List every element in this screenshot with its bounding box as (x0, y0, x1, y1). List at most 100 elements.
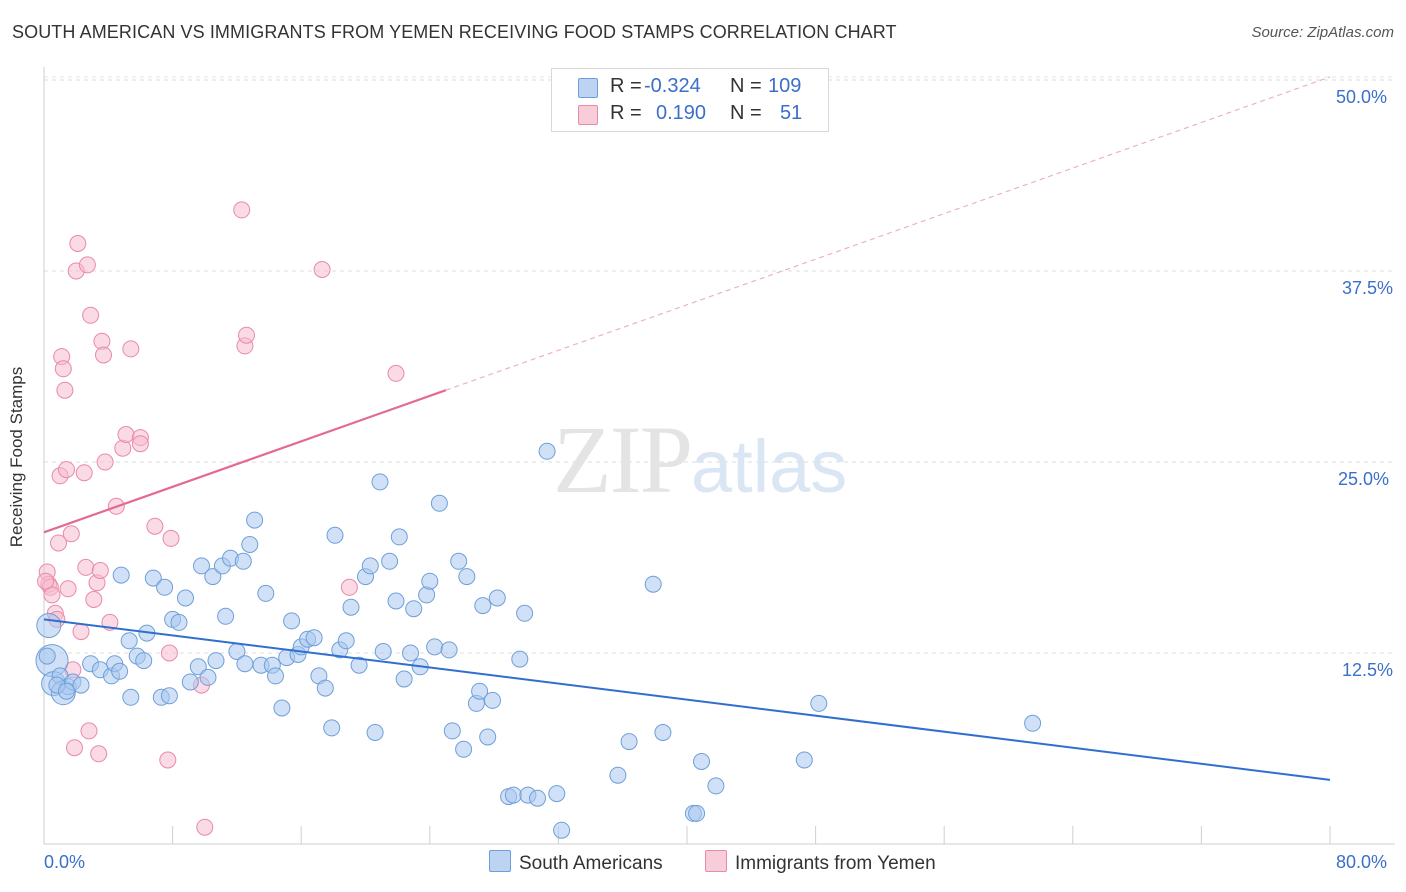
yemen-point (62, 525, 80, 543)
south-american-point (156, 578, 174, 596)
yemen-point (72, 623, 90, 641)
south-american-point (366, 724, 384, 741)
south-american-point (170, 613, 188, 631)
legend-r-value: -0.324 (644, 75, 701, 97)
yemen-point (58, 461, 75, 479)
yemen-point (387, 364, 405, 382)
south-american-point (426, 638, 444, 656)
south-american-point (479, 728, 497, 746)
south-american-point (455, 740, 473, 758)
bottom-legend-swatch-blue (489, 850, 511, 872)
south-american-point (204, 568, 222, 586)
south-american-point (474, 597, 492, 615)
legend-swatch-pink (578, 105, 598, 125)
south-american-point (234, 552, 252, 570)
south-american-point (323, 719, 341, 737)
south-american-point (371, 473, 389, 491)
yemen-point (54, 360, 72, 378)
south-american-point (471, 682, 489, 700)
south-american-point (38, 647, 56, 665)
south-american-point (135, 652, 153, 670)
bottom-legend-label: Immigrants from Yemen (735, 853, 936, 874)
south-american-point (241, 536, 259, 553)
yemen-point (159, 751, 177, 769)
south-american-point (810, 694, 828, 712)
south-american-point (144, 569, 162, 587)
south-american-point (529, 789, 546, 807)
yemen-trend-line-extrapolated (445, 76, 1331, 391)
y-tick-label: 50.0% (1336, 87, 1388, 107)
south-american-point (488, 589, 506, 607)
yemen-point (160, 644, 178, 662)
yemen-point (56, 381, 74, 399)
correlation-legend: R = -0.324 N = 109 R = 0.190 N = 51 (551, 68, 829, 132)
legend-n-label: N = (730, 102, 762, 124)
south-american-point (112, 566, 130, 584)
south-american-point (361, 557, 379, 575)
south-american-point (654, 724, 672, 741)
yemen-trend-line (43, 389, 447, 534)
watermark: ZIPatlas (553, 404, 847, 515)
south-american-point (181, 673, 199, 691)
yemen-point (78, 256, 96, 274)
south-american-point (609, 766, 627, 784)
south-american-point (177, 589, 194, 607)
south-american-point (193, 557, 210, 575)
south-american-point (120, 632, 138, 650)
south-american-point (381, 552, 399, 570)
south-american-point (111, 662, 129, 680)
y-tick-label: 12.5% (1342, 660, 1394, 680)
south-american-point (36, 613, 62, 638)
south-americans-trend-line (43, 618, 1331, 781)
south-american-point (443, 722, 461, 740)
south-american-point (374, 643, 392, 660)
south-american-point (644, 575, 662, 593)
south-american-point (316, 679, 334, 697)
south-american-point (458, 568, 476, 586)
south-american-point (58, 682, 75, 700)
south-american-point (405, 600, 423, 618)
y-axis-label: Receiving Food Stamps (7, 366, 26, 548)
south-american-point (189, 658, 207, 676)
yemen-point (80, 722, 98, 740)
south-american-point (160, 687, 178, 705)
yemen-point (117, 426, 135, 443)
south-american-point (387, 592, 405, 610)
south-american-point (402, 644, 419, 662)
south-american-point (390, 528, 408, 546)
x-axis-min-label: 0.0% (44, 852, 86, 872)
south-american-point (267, 667, 284, 685)
south-american-point (440, 641, 458, 659)
yemen-point (82, 306, 100, 324)
south-american-point (326, 526, 344, 544)
bottom-legend-yemen: Immigrants from Yemen (705, 850, 936, 875)
watermark-zip: ZIP (553, 406, 693, 513)
south-american-point (430, 494, 448, 512)
south-american-point (199, 668, 217, 686)
bottom-legend-swatch-pink (705, 850, 727, 872)
south-american-point (337, 632, 355, 650)
south-american-point (484, 691, 501, 709)
chart-title: SOUTH AMERICAN VS IMMIGRANTS FROM YEMEN … (12, 22, 897, 42)
yemen-point (77, 558, 95, 576)
south-american-point (707, 777, 725, 795)
south-american-point (1024, 714, 1042, 732)
south-american-point (688, 804, 706, 822)
legend-swatch-blue (578, 78, 598, 98)
watermark-atlas: atlas (691, 425, 848, 508)
south-american-point (538, 442, 556, 460)
south-american-point (246, 511, 264, 529)
south-american-point (305, 629, 323, 647)
south-american-point (273, 699, 291, 717)
south-american-point (395, 670, 413, 688)
yemen-point (50, 534, 67, 552)
south-american-point (257, 584, 275, 602)
yemen-point (59, 580, 77, 598)
yemen-point (37, 572, 55, 590)
bottom-legend-label: South Americans (519, 853, 663, 874)
yemen-point (313, 261, 331, 278)
south-american-point (421, 572, 439, 590)
yemen-point (85, 591, 103, 608)
south-american-point (553, 821, 571, 839)
